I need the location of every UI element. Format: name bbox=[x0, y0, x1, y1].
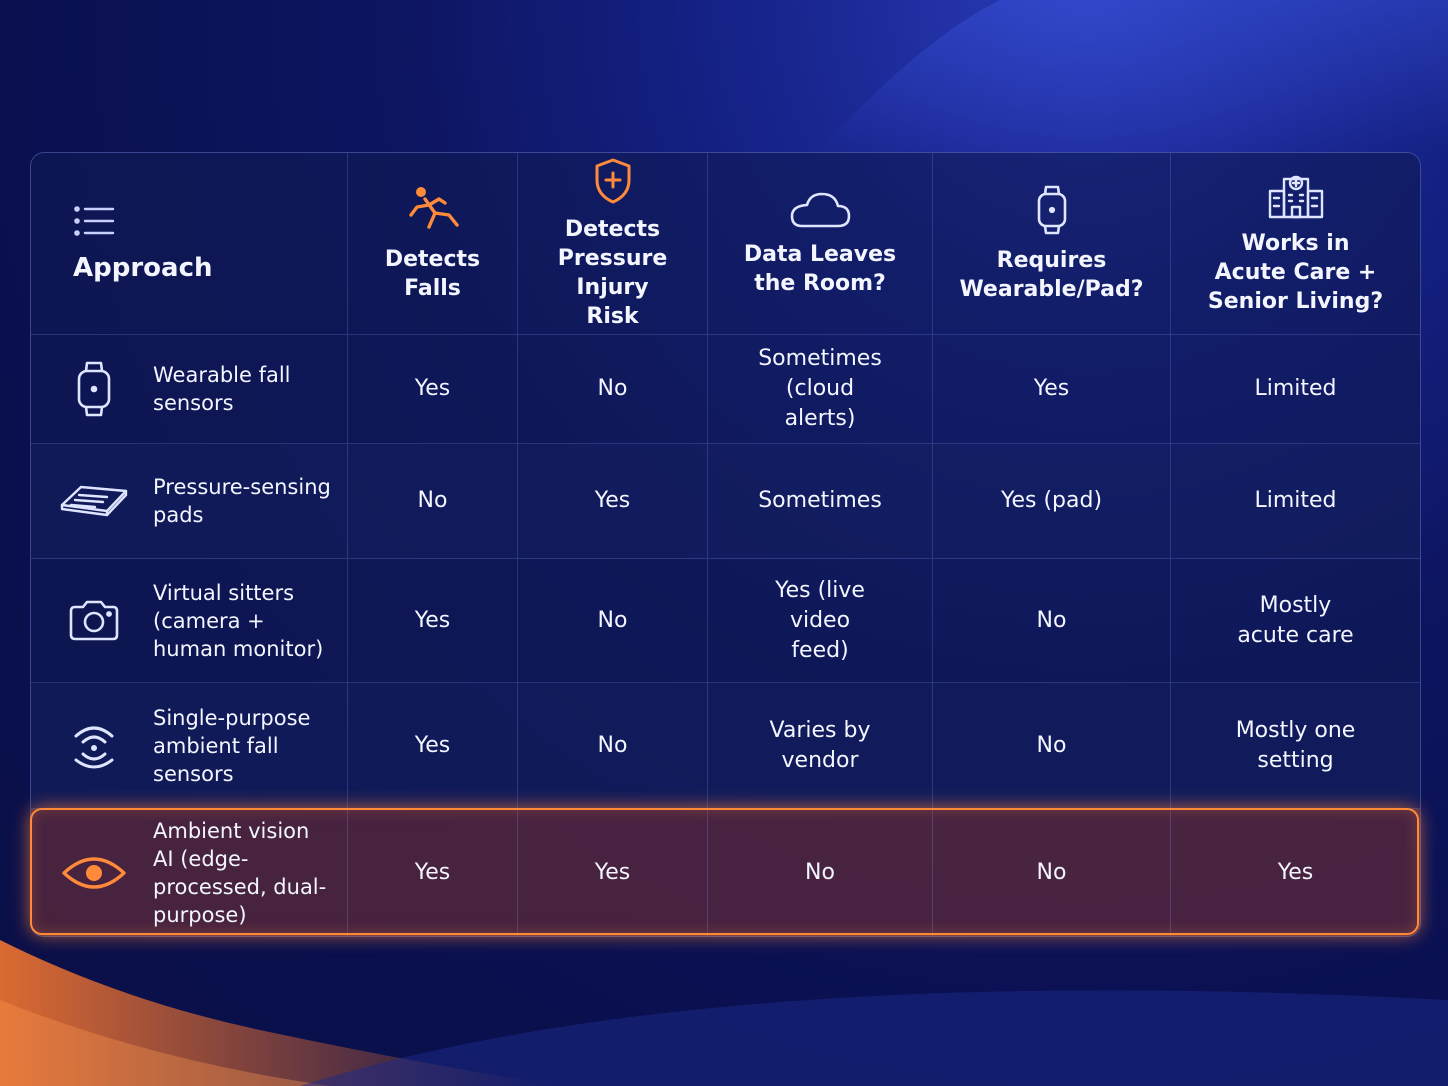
approach-label: Virtual sitters (camera + human monitor) bbox=[153, 580, 324, 661]
approach-label: Pressure-sensing pads bbox=[153, 475, 331, 527]
table-cell: Yes bbox=[348, 809, 518, 936]
table-cell: Yes bbox=[933, 335, 1171, 444]
header-detects-falls-label: Detects Falls bbox=[384, 246, 481, 301]
table-cell: No bbox=[708, 809, 933, 936]
table-cell: No bbox=[518, 683, 708, 809]
header-pressure-injury: Detects Pressure Injury Risk bbox=[518, 153, 708, 335]
table-cell: No bbox=[933, 559, 1171, 683]
table-cell: No bbox=[348, 444, 518, 559]
watch-icon bbox=[1037, 185, 1066, 234]
header-requires-wearable-label: Requires Wearable/Pad? bbox=[959, 247, 1144, 302]
header-acute-senior: Works in Acute Care + Senior Living? bbox=[1171, 153, 1420, 335]
row-wearable-approach: Wearable fall sensors bbox=[31, 335, 348, 444]
table-cell: Yes bbox=[348, 559, 518, 683]
cloud-icon bbox=[790, 192, 851, 227]
table-cell: No bbox=[933, 683, 1171, 809]
eye-icon bbox=[62, 856, 126, 889]
table-cell: Yes (live video feed) bbox=[708, 559, 933, 683]
table-cell: Limited bbox=[1171, 444, 1420, 559]
falling-person-icon bbox=[408, 186, 459, 229]
table-cell: Limited bbox=[1171, 335, 1420, 444]
row-pressure-pads-approach: Pressure-sensing pads bbox=[31, 444, 348, 559]
header-data-leaves-label: Data Leaves the Room? bbox=[743, 241, 897, 296]
comparison-table: Approach Detects Falls Detects Pressure … bbox=[30, 152, 1421, 937]
list-icon bbox=[74, 206, 115, 236]
table-cell: Sometimes bbox=[708, 444, 933, 559]
header-approach-label: Approach bbox=[73, 253, 213, 283]
hospital-icon bbox=[1268, 175, 1323, 219]
row-virtual-sitters-approach: Virtual sitters (camera + human monitor) bbox=[31, 559, 348, 683]
table-cell: No bbox=[933, 809, 1171, 936]
approach-label: Ambient vision AI (edge-processed, dual-… bbox=[153, 818, 327, 927]
table-cell: Varies by vendor bbox=[708, 683, 933, 809]
wireless-sensor-icon bbox=[74, 726, 114, 768]
header-data-leaves: Data Leaves the Room? bbox=[708, 153, 933, 335]
header-detects-falls: Detects Falls bbox=[348, 153, 518, 335]
table-cell: No bbox=[518, 335, 708, 444]
table-cell: Yes bbox=[518, 444, 708, 559]
header-acute-senior-label: Works in Acute Care + Senior Living? bbox=[1207, 231, 1384, 314]
table-cell: Yes bbox=[518, 809, 708, 936]
shield-plus-icon bbox=[595, 158, 630, 203]
table-cell: Yes bbox=[348, 335, 518, 444]
row-ambient-vision-ai-approach: Ambient vision AI (edge-processed, dual-… bbox=[31, 809, 348, 936]
table-cell: Mostly acute care bbox=[1171, 559, 1420, 683]
table-cell: Yes bbox=[348, 683, 518, 809]
table-cell: Mostly one setting bbox=[1171, 683, 1420, 809]
table-cell: Sometimes (cloud alerts) bbox=[708, 335, 933, 444]
approach-label: Single-purpose ambient fall sensors bbox=[153, 705, 311, 786]
watch-icon bbox=[77, 361, 111, 417]
table-cell: Yes bbox=[1171, 809, 1420, 936]
pad-icon bbox=[60, 485, 128, 517]
header-pressure-injury-label: Detects Pressure Injury Risk bbox=[557, 216, 668, 329]
table-cell: No bbox=[518, 559, 708, 683]
row-ambient-sensors-approach: Single-purpose ambient fall sensors bbox=[31, 683, 348, 809]
approach-label: Wearable fall sensors bbox=[153, 363, 291, 415]
camera-icon bbox=[69, 600, 119, 640]
header-requires-wearable: Requires Wearable/Pad? bbox=[933, 153, 1171, 335]
header-approach: Approach bbox=[31, 153, 348, 335]
table-cell: Yes (pad) bbox=[933, 444, 1171, 559]
